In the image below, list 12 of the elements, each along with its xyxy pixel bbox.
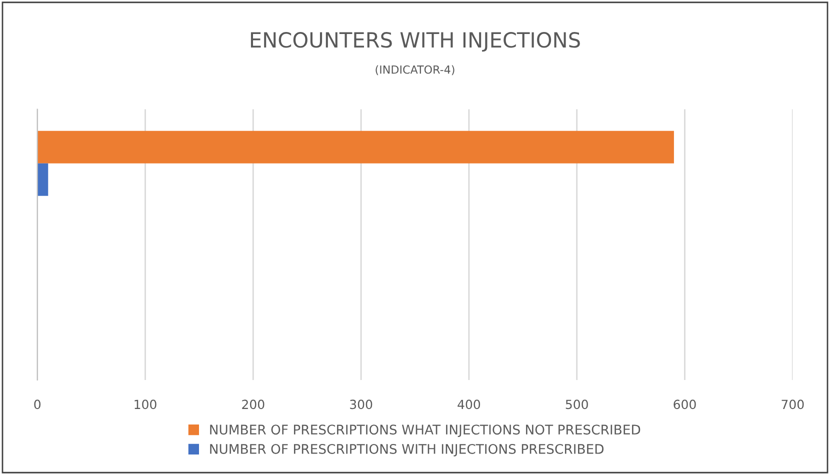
x-tick-label: 500 xyxy=(566,400,588,410)
chart-title: ENCOUNTERS WITH INJECTIONS xyxy=(250,32,580,52)
legend-label: NUMBER OF PRESCRIPTIONS WHAT INJECTIONS NOT PRESCRIBED xyxy=(210,424,640,438)
x-tick-label: 700 xyxy=(782,400,804,410)
x-tick-label: 400 xyxy=(458,400,480,410)
x-tick-label: 0 xyxy=(34,400,40,410)
x-tick-label: 200 xyxy=(242,400,264,410)
x-tick-label: 300 xyxy=(350,400,372,410)
x-tick-label: 600 xyxy=(674,400,696,410)
x-tick-label: 100 xyxy=(134,400,156,410)
legend-label: NUMBER OF PRESCRIPTIONS WITH INJECTIONS PRESCRIBED xyxy=(210,444,604,456)
chart-subtitle: (INDICATOR-4) xyxy=(376,65,454,76)
